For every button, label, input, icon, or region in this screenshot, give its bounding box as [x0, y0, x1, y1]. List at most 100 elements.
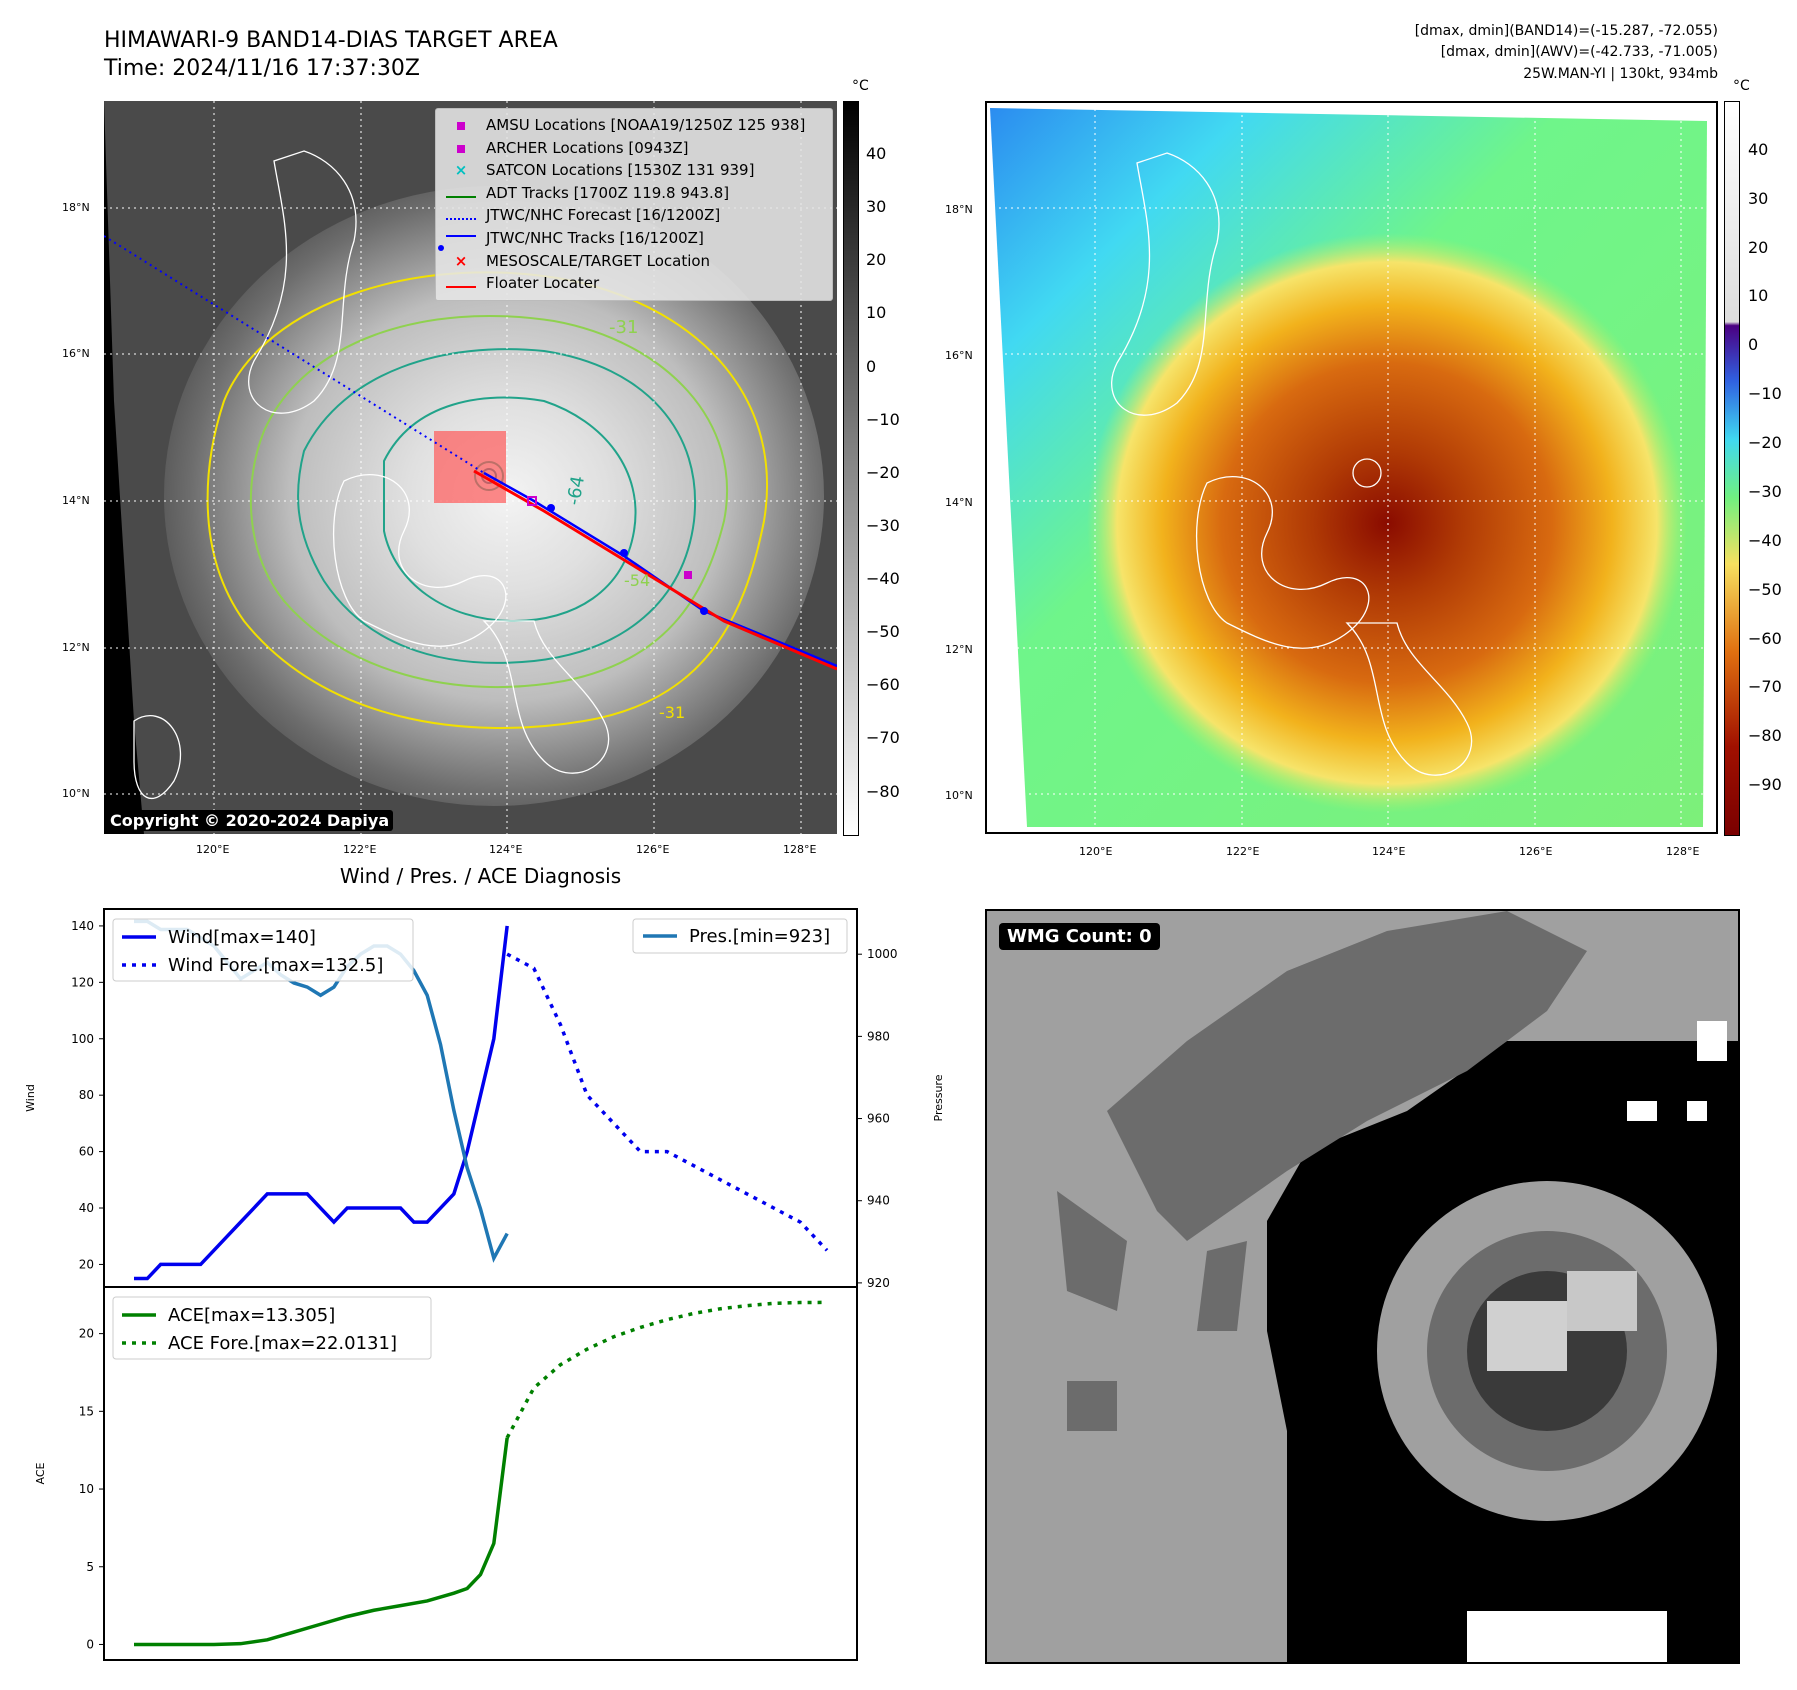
colorbar-tick-label: 0: [866, 356, 877, 376]
legend-label: SATCON Locations [1530Z 131 939]: [486, 161, 755, 180]
ace-tick-label: 10: [79, 1482, 94, 1496]
figure-title: HIMAWARI-9 BAND14-DIAS TARGET AREA: [104, 28, 558, 53]
colorbar-tick-label: −70: [866, 728, 900, 748]
legend-marker: [444, 139, 478, 157]
lon-tick-label: 124°E: [489, 843, 523, 856]
pressure-legend: Pres.[min=923]: [632, 918, 848, 954]
legend-box: [632, 918, 848, 954]
contour-label: -31: [659, 703, 685, 722]
legend-label: JTWC/NHC Tracks [16/1200Z]: [486, 229, 704, 247]
lat-tick-label: 12°N: [62, 641, 90, 654]
legend-box: [112, 918, 414, 982]
wmg-map: WMG Count: 0: [985, 909, 1740, 1664]
lon-tick-label: 126°E: [636, 843, 670, 856]
colorbar-tick-label: −60: [1748, 628, 1782, 648]
colorbar-tick-label: 10: [866, 303, 887, 323]
pressure-axis-label: Pressure: [932, 1074, 945, 1121]
ace-series-line-0: [134, 1437, 509, 1647]
lat-tick-label: 16°N: [62, 347, 90, 360]
colorbar-unit: °C: [852, 78, 869, 94]
legend-item: JTWC/NHC Forecast [16/1200Z]: [444, 205, 834, 225]
colorbar-tick-label: −30: [1748, 481, 1782, 501]
colorbar-tick-label: 40: [1748, 139, 1769, 159]
lat-tick-label: 18°N: [62, 201, 90, 214]
legend-item: × SATCON Locations [1530Z 131 939]: [444, 160, 834, 180]
lon-tick-label: 122°E: [1226, 845, 1260, 858]
legend-label: MESOSCALE/TARGET Location: [486, 251, 711, 270]
copyright-label: Copyright © 2020-2024 Dapiya: [106, 810, 394, 831]
colorbar-tick-label: −80: [866, 781, 900, 801]
contour-label: -54: [624, 571, 650, 590]
ace-tick-label: 5: [86, 1560, 94, 1574]
legend-marker: ×: [454, 161, 468, 180]
contour-label: -64: [563, 474, 589, 507]
info-dmax-band14: [dmax, dmin](BAND14)=(-15.287, -72.055): [1414, 23, 1718, 39]
colorbar-tick-label: 30: [866, 197, 887, 217]
wind-axis-label: Wind: [24, 1084, 37, 1112]
lat-tick-label: 14°N: [62, 494, 90, 507]
wind-tick-label: 20: [79, 1257, 94, 1271]
lat-tick-label: 18°N: [945, 203, 973, 216]
legend-label: Floater Locater: [486, 274, 600, 293]
colorbar-tick-label: −60: [866, 675, 900, 695]
lon-tick-label: 122°E: [343, 843, 377, 856]
legend-entry: Wind Fore.[max=132.5]: [168, 955, 383, 976]
ace-plot-frame: [103, 1286, 858, 1661]
colorbar-tick-label: 40: [866, 144, 887, 164]
info-storm: 25W.MAN-YI | 130kt, 934mb: [1523, 66, 1718, 82]
lon-tick-label: 128°E: [1666, 845, 1700, 858]
colorbar-tick-label: −50: [866, 622, 900, 642]
legend-box: [112, 1296, 432, 1360]
lat-tick-label: 12°N: [945, 643, 973, 656]
lon-tick-label: 126°E: [1519, 845, 1553, 858]
legend-item: × MESOSCALE/TARGET Location: [444, 251, 834, 271]
wind-tick-label: 100: [71, 1032, 94, 1046]
ace-tick-label: 15: [79, 1404, 94, 1418]
colorbar-unit: °C: [1733, 78, 1750, 94]
legend-marker: [444, 116, 478, 134]
pressure-tick-label: 920: [867, 1276, 890, 1290]
colorbar-tick-label: −20: [1748, 433, 1782, 453]
colorbar-tick-label: −50: [1748, 579, 1782, 599]
diagnosis-title: Wind / Pres. / ACE Diagnosis: [339, 864, 622, 888]
legend-label: ARCHER Locations [0943Z]: [486, 138, 689, 157]
legend-label: AMSU Locations [NOAA19/1250Z 125 938]: [486, 116, 806, 134]
colorbar-tick-label: 30: [1748, 188, 1769, 208]
colorbar-tick-label: −40: [1748, 530, 1782, 550]
grayscale-colorbar: [843, 101, 859, 836]
series-line-1: [506, 952, 829, 1252]
legend-entry: Pres.[min=923]: [689, 926, 830, 947]
info-dmax-awv: [dmax, dmin](AWV)=(-42.733, -71.005): [1440, 44, 1718, 60]
wind-legend: Wind[max=140] Wind Fore.[max=132.5]: [112, 918, 414, 982]
lon-tick-label: 124°E: [1372, 845, 1406, 858]
legend-marker: ×: [454, 251, 468, 270]
ace-tick-label: 0: [86, 1637, 94, 1651]
wind-tick-label: 40: [79, 1201, 94, 1215]
colorbar-tick-label: −80: [1748, 726, 1782, 746]
color-colorbar: [1724, 101, 1740, 836]
grayscale-ir-map: -31 -64 -54 -31 AMSU Locations [NOAA19/1…: [103, 101, 838, 834]
colorbar-tick-label: 20: [866, 250, 887, 270]
colorbar-tick-label: −30: [866, 515, 900, 535]
legend-marker: [444, 274, 478, 292]
figure-time: Time: 2024/11/16 17:37:30Z: [104, 56, 420, 81]
ace-legend: ACE[max=13.305] ACE Fore.[max=22.0131]: [112, 1296, 432, 1360]
legend-item: ARCHER Locations [0943Z]: [444, 138, 834, 158]
legend-item: ADT Tracks [1700Z 119.8 943.8]: [444, 183, 834, 203]
legend-item: JTWC/NHC Tracks [16/1200Z]: [438, 228, 834, 251]
ace-tick-label: 20: [79, 1327, 94, 1341]
ace-series-line-1: [505, 1300, 828, 1439]
wind-tick-label: 80: [79, 1088, 94, 1102]
pressure-tick-label: 980: [867, 1029, 890, 1043]
colorbar-tick-label: −90: [1748, 775, 1782, 795]
lat-tick-label: 10°N: [945, 789, 973, 802]
legend-item: Floater Locater: [444, 273, 834, 293]
legend-marker: [444, 206, 478, 224]
colorbar-tick-label: −10: [866, 409, 900, 429]
colorbar-tick-label: 10: [1748, 286, 1769, 306]
wmg-count-label: WMG Count: 0: [999, 923, 1160, 950]
legend-entry: ACE[max=13.305]: [168, 1305, 335, 1326]
wind-tick-label: 140: [71, 919, 94, 933]
color-enhanced-map: [985, 101, 1718, 834]
